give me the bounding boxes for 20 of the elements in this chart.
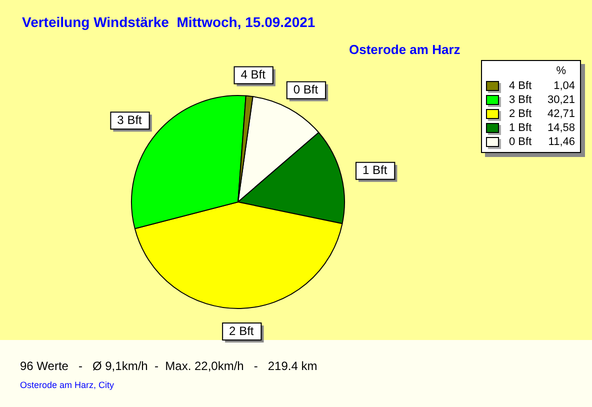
data-label: 11,46 bbox=[547, 136, 575, 148]
slice-label: 3 Bft bbox=[117, 112, 143, 127]
data-label: 30,21 bbox=[546, 94, 575, 106]
slice-label: 4 Bft bbox=[240, 68, 266, 82]
legend-label: 1 Bft bbox=[509, 122, 533, 134]
slice-label: 2 Bft bbox=[229, 324, 254, 338]
data-label: 42,71 bbox=[546, 108, 575, 120]
slice-label: 0 Bft bbox=[293, 82, 319, 97]
legend-label: 4 Bft bbox=[509, 80, 533, 92]
text: Osterode am Harz, City bbox=[20, 380, 114, 390]
data-label: 14,58 bbox=[546, 122, 575, 134]
legend-label: 2 Bft bbox=[509, 108, 533, 120]
data-label: 1,04 bbox=[552, 80, 575, 92]
legend-label: 0 Bft bbox=[509, 136, 533, 148]
chart-title: Verteilung Windstärke Mittwoch, 15.09.2021 bbox=[22, 14, 316, 30]
text: 96 Werte - Ø 9,1km/h - Max. 22,0km/h - 219.4 km bbox=[20, 359, 318, 373]
slice-label: 1 Bft bbox=[362, 163, 388, 178]
chart-subtitle: Osterode am Harz bbox=[349, 42, 460, 57]
legend-title: % bbox=[555, 65, 567, 77]
legend-label: 3 Bft bbox=[509, 94, 533, 106]
